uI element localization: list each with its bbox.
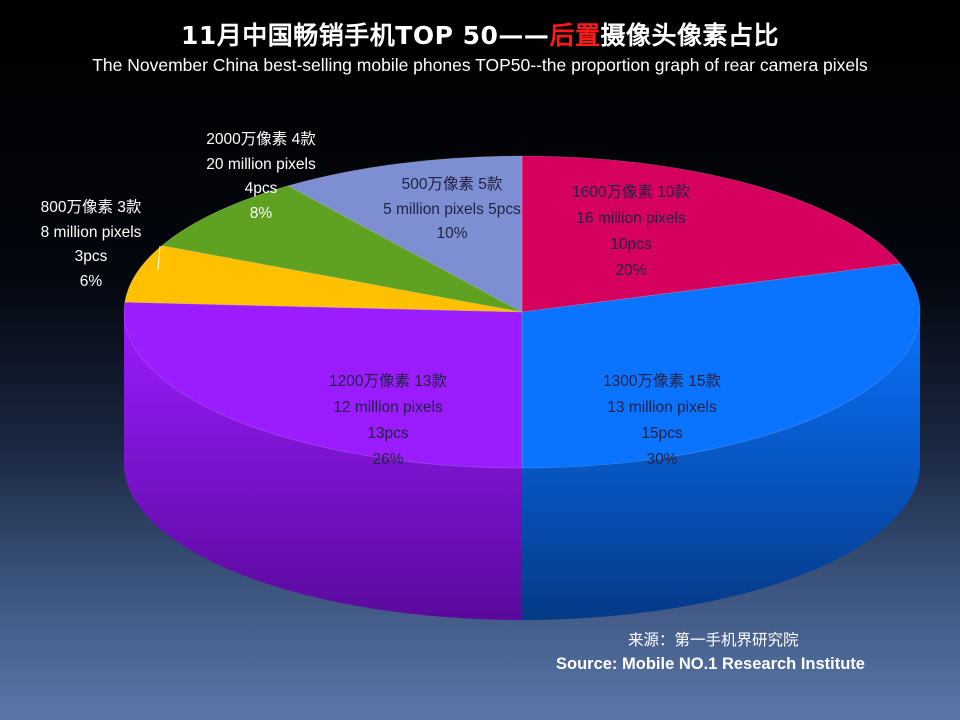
- slice-label-4: 2000万像素 4款 20 million pixels 4pcs 8%: [206, 128, 315, 226]
- source-en: Source: Mobile NO.1 Research Institute: [556, 655, 865, 673]
- slice-label-cn: 500万像素 5款: [401, 176, 503, 193]
- chart-title: 11月中国畅销手机TOP 50——后置摄像头像素占比: [0, 16, 960, 52]
- slice-label-en: 8 million pixels: [40, 223, 142, 241]
- chart-subtitle: The November China best-selling mobile p…: [92, 55, 868, 75]
- slice-label-pct: 26%: [372, 451, 404, 468]
- slice-label-en: 16 million pixels: [576, 210, 686, 227]
- slice-label-en: 13 million pixels: [607, 399, 717, 416]
- slice-label-0: 1600万像素 10款 16 million pixels 10pcs 20%: [572, 180, 690, 284]
- slice-label-cn: 2000万像素 4款: [206, 131, 316, 148]
- pie-slice-1: [521, 263, 921, 469]
- slice-label-cn: 1300万像素 15款: [602, 373, 722, 390]
- slice-label-pct: 30%: [646, 451, 678, 468]
- slice-label-pct: 8%: [249, 204, 273, 222]
- slice-label-pcs: 13pcs: [367, 425, 409, 442]
- pie-slice-2: [123, 301, 523, 469]
- slice-label-pcs: 10pcs: [610, 236, 652, 253]
- slice-label-pct: 10%: [436, 225, 468, 242]
- slice-label-5: 500万像素 5款 5 million pixels 5pcs 10%: [383, 173, 521, 247]
- leader-line: [157, 245, 161, 271]
- slice-label-pct: 20%: [615, 262, 647, 279]
- title-prefix: 11月中国畅销手机TOP 50——: [181, 21, 550, 50]
- slice-label-en: 20 million pixels: [206, 155, 316, 173]
- slice-label-2: 1200万像素 13款 12 million pixels 13pcs 26%: [329, 369, 447, 473]
- slice-label-en: 12 million pixels: [333, 399, 443, 416]
- slice-label-cn: 1600万像素 10款: [571, 184, 691, 201]
- title-highlight: 后置: [549, 21, 601, 50]
- pie-side-1: [522, 312, 920, 620]
- pie-slice-5: [287, 155, 523, 313]
- slice-label-3: 800万像素 3款 8 million pixels 3pcs 6%: [41, 196, 142, 294]
- slice-label-pcs: 15pcs: [641, 425, 683, 442]
- source-note: 来源：第一手机界研究院 Source: Mobile NO.1 Research…: [556, 628, 865, 676]
- pie-slice-4: [161, 185, 523, 313]
- slice-label-pcs: 3pcs: [74, 248, 108, 265]
- slice-label-pcs: 4pcs: [244, 180, 278, 197]
- title-suffix: 摄像头像素占比: [600, 21, 779, 50]
- pie-side-2: [124, 312, 522, 620]
- slice-label-pct: 6%: [79, 272, 103, 290]
- slice-label-1: 1300万像素 15款 13 million pixels 15pcs 30%: [603, 369, 721, 473]
- slice-label-cn: 800万像素 3款: [40, 199, 142, 216]
- source-cn: 来源：第一手机界研究院: [628, 631, 799, 649]
- pie-slice-0: [521, 155, 902, 313]
- slice-label-en: 5 million pixels 5pcs: [383, 200, 521, 218]
- slice-label-cn: 1200万像素 13款: [328, 373, 448, 390]
